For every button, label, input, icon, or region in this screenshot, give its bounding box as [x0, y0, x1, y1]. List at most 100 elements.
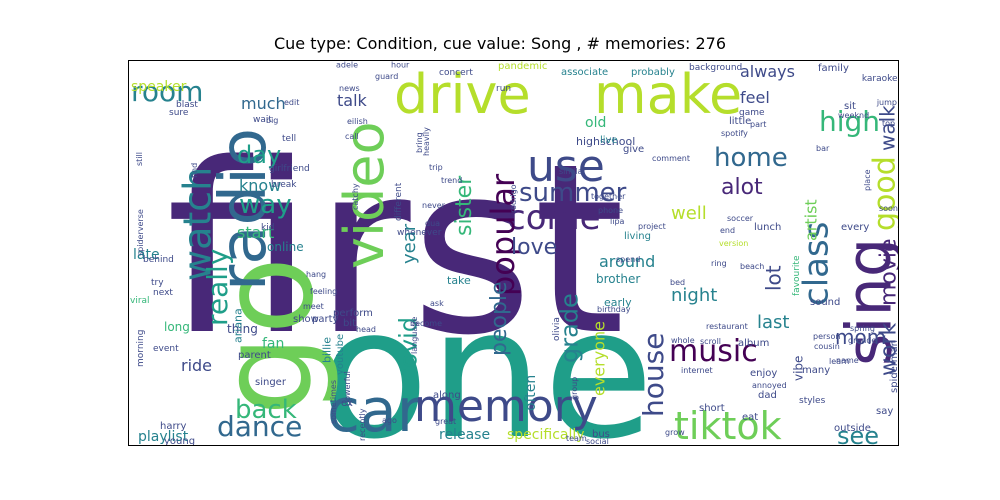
word-popular: popular: [484, 173, 522, 296]
word-covid: covid: [395, 317, 423, 381]
word-game: game: [739, 108, 765, 118]
word-youtube: youtube: [335, 334, 346, 375]
word-recently: recently: [358, 408, 367, 441]
word-talk: talk: [337, 91, 368, 110]
word-live: live: [600, 135, 618, 146]
word-know: know: [239, 176, 281, 195]
word-adele: adele: [336, 61, 358, 69]
word-house: house: [637, 333, 670, 417]
word-group: group: [570, 377, 579, 400]
word-vibe: vibe: [791, 356, 805, 381]
word-perform: perform: [333, 308, 373, 319]
word-concert: concert: [439, 68, 473, 78]
word-music: music: [669, 334, 758, 369]
word-part: part: [750, 120, 766, 129]
word-wait: wait: [253, 115, 272, 125]
word-grande: grande: [848, 336, 876, 345]
word-tiktok: tiktok: [674, 404, 782, 445]
word-meet: meet: [303, 302, 324, 311]
word-night: night: [671, 285, 717, 306]
word-probably: probably: [631, 67, 675, 78]
word-car: car: [327, 376, 422, 445]
word-styles: styles: [799, 396, 826, 406]
word-girlfriend: girlfriend: [269, 164, 310, 174]
word-phone: phone: [598, 206, 623, 215]
word-living: living: [624, 231, 651, 242]
word-take: take: [447, 274, 471, 287]
word-cousin: cousin: [814, 342, 840, 351]
word-much: much: [241, 94, 286, 113]
word-bar: bar: [816, 144, 830, 153]
word-associate: associate: [561, 67, 608, 78]
word-spiderverse: spiderverse: [136, 209, 145, 256]
word-call: call: [345, 132, 359, 141]
word-news: news: [339, 84, 360, 93]
word-home: home: [714, 143, 788, 173]
word-team: team: [566, 434, 587, 443]
word-together: together: [591, 192, 626, 201]
word-dad: dad: [758, 390, 777, 401]
word-olivia: olivia: [552, 317, 562, 341]
word-ago: ago: [382, 416, 397, 425]
word-day: day: [237, 141, 281, 169]
word-hour: hour: [391, 61, 410, 69]
word-back: back: [235, 395, 297, 425]
word-ex: ex: [341, 398, 353, 409]
word-singer: singer: [255, 377, 287, 388]
word-great: great: [435, 417, 456, 426]
word-spotify: spotify: [721, 129, 748, 138]
word-bit: bit: [343, 318, 356, 329]
word-video: video: [333, 122, 396, 270]
word-bring: bring: [415, 132, 424, 153]
word-behind: behind: [143, 255, 174, 265]
word-grade: grade: [556, 293, 584, 363]
word-movie: movie: [876, 238, 898, 306]
word-bus: bus: [592, 429, 610, 440]
word-head: head: [356, 325, 376, 334]
word-way: way: [239, 190, 292, 220]
word-late: late: [133, 247, 160, 263]
word-start: start: [237, 223, 274, 242]
word-family: family: [818, 63, 849, 74]
word-big: big: [266, 116, 278, 125]
word-short: short: [699, 403, 725, 414]
word-see: see: [837, 422, 879, 445]
word-soccer: soccer: [727, 214, 754, 223]
word-heavily: heavily: [422, 127, 431, 156]
word-spend: spend: [616, 255, 640, 264]
word-really: really: [201, 249, 234, 326]
word-first: first: [166, 114, 625, 387]
word-catchy: catchy: [351, 183, 360, 210]
word-feel: feel: [740, 88, 770, 107]
word-ride: ride: [181, 356, 212, 375]
word-ask: ask: [430, 299, 444, 308]
word-sometimes: sometimes: [329, 380, 338, 424]
word-break: break: [271, 180, 297, 190]
word-ring: ring: [711, 259, 727, 268]
word-old: old: [585, 115, 606, 131]
word-similar: similar: [559, 167, 587, 176]
word-internet: internet: [681, 366, 713, 375]
word-tell: tell: [282, 134, 296, 144]
word-party: party: [312, 314, 339, 325]
word-often: often: [523, 375, 539, 411]
word-version: version: [719, 239, 748, 248]
word-try: try: [151, 278, 164, 288]
word-next: next: [153, 288, 173, 298]
word-karaoke: karaoke: [862, 74, 898, 84]
word-whole: whole: [671, 336, 695, 345]
word-ariana: ariana: [232, 308, 245, 343]
word-last: last: [757, 312, 789, 333]
word-powerful: powerful: [343, 371, 352, 406]
word-project: project: [638, 222, 666, 231]
word-restaurant: restaurant: [706, 322, 748, 331]
word-hang: hang: [306, 270, 326, 279]
word-artist: artist: [801, 199, 820, 241]
word-edit: edit: [284, 98, 299, 107]
word-drive: drive: [394, 63, 531, 126]
word-young: young: [164, 436, 195, 445]
word-alot: alot: [721, 175, 763, 200]
word-jump: jump: [876, 98, 897, 107]
word-run: run: [496, 84, 511, 94]
word-social: social: [586, 437, 609, 445]
